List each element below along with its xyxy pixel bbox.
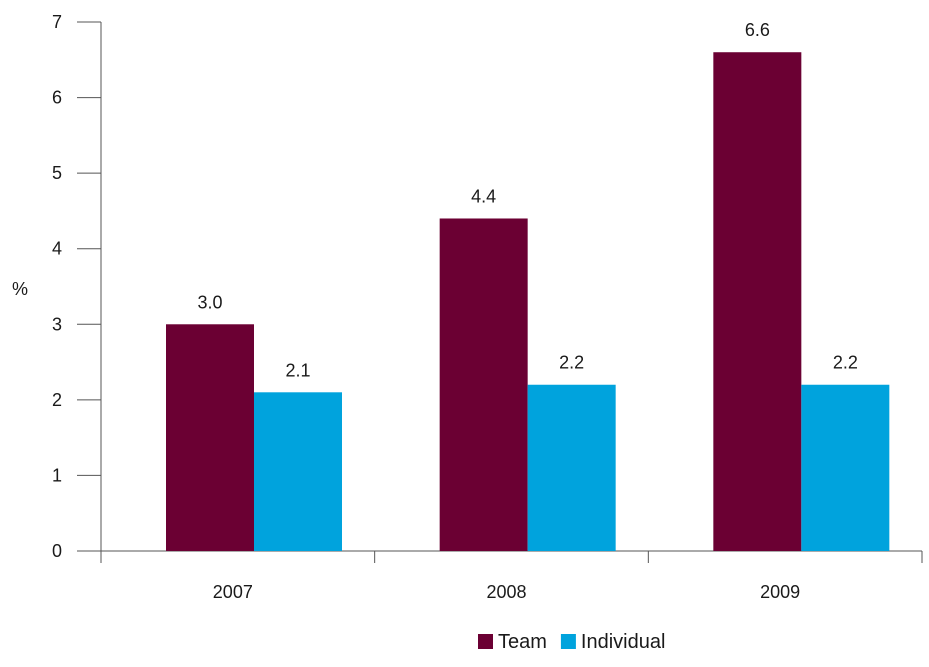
y-tick-label: 1 (52, 465, 62, 485)
data-labels: 3.0 4.4 6.6 2.1 2.2 2.2 (197, 20, 857, 380)
y-tick-label: 6 (52, 88, 62, 108)
legend-label: Team (498, 631, 547, 653)
bars (166, 52, 890, 551)
y-tick-label: 2 (52, 390, 62, 410)
bar-team-2008 (439, 218, 528, 551)
data-label: 4.4 (471, 186, 496, 206)
bar-team-2009 (713, 52, 802, 551)
y-tick-label: 4 (52, 239, 62, 259)
legend-label: Individual (581, 631, 666, 653)
x-tick-label: 2007 (213, 582, 253, 602)
y-axis: 0 1 2 3 4 5 6 7 (52, 12, 102, 561)
legend-swatch-individual (560, 634, 576, 649)
data-label: 2.2 (833, 353, 858, 373)
x-tick-label: 2009 (760, 582, 800, 602)
y-tick-label: 0 (52, 541, 62, 561)
x-axis: 2007 2008 2009 (100, 550, 923, 602)
y-tick-label: 5 (52, 163, 62, 183)
data-label: 6.6 (745, 20, 770, 40)
legend-swatch-team (478, 634, 493, 649)
data-label: 3.0 (197, 292, 222, 312)
y-tick-label: 7 (52, 12, 62, 32)
y-tick-label: 3 (52, 314, 62, 334)
bar-team-2007 (166, 324, 254, 551)
data-label: 2.2 (559, 353, 584, 373)
bar-individual-2009 (801, 384, 890, 551)
data-label: 2.1 (285, 360, 310, 380)
bar-individual-2008 (527, 384, 616, 551)
x-tick-label: 2008 (486, 582, 526, 602)
y-axis-title: % (12, 279, 28, 299)
legend: Team Individual (478, 631, 665, 653)
bar-individual-2007 (254, 392, 342, 551)
